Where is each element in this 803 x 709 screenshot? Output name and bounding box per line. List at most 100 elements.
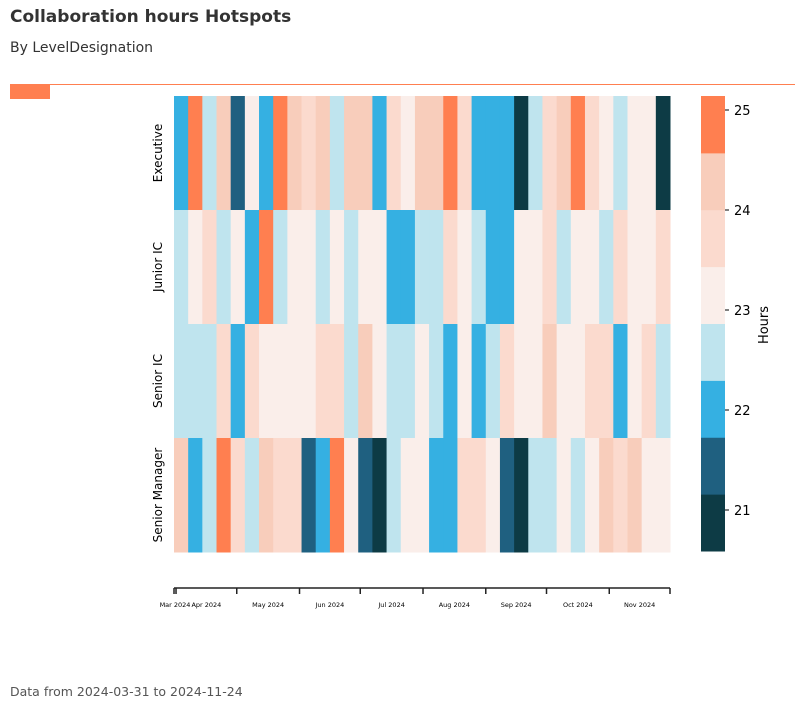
heatmap-cell xyxy=(499,438,515,553)
heatmap-cell xyxy=(174,210,189,325)
heatmap-cell xyxy=(273,438,288,553)
heatmap-cell xyxy=(315,96,331,211)
colorbar-segment xyxy=(701,323,725,381)
heatmap-cell xyxy=(570,438,586,553)
heatmap-cell xyxy=(429,210,444,325)
row-label: Senior Manager xyxy=(151,448,165,543)
heatmap-cell xyxy=(443,210,458,325)
heatmap-cell xyxy=(613,438,628,553)
heatmap-cell xyxy=(386,210,402,325)
heatmap-cell xyxy=(471,96,487,211)
heatmap-cell xyxy=(443,324,458,439)
heatmap-cell xyxy=(627,324,643,439)
heatmap-cell xyxy=(315,210,331,325)
row-label: Executive xyxy=(151,124,165,182)
colorbar-tick-label: 21 xyxy=(734,504,751,519)
heatmap-cell xyxy=(372,324,388,439)
heatmap-cell xyxy=(443,438,458,553)
heatmap-cell xyxy=(556,96,572,211)
colorbar-segment xyxy=(701,494,725,552)
heatmap-cell xyxy=(216,438,232,553)
colorbar-tick-label: 23 xyxy=(734,304,751,319)
heatmap-cell xyxy=(202,96,218,211)
heatmap-cell xyxy=(542,96,558,211)
heatmap-cell xyxy=(514,324,529,439)
heatmap-cell xyxy=(329,210,345,325)
heatmap-cell xyxy=(485,438,501,553)
x-tick-label: Mar 2024 xyxy=(160,601,191,609)
heatmap-cell xyxy=(542,324,558,439)
colorbar-tick-label: 25 xyxy=(734,104,751,119)
heatmap-cell xyxy=(244,96,260,211)
heatmap-cell xyxy=(655,210,671,325)
header-divider xyxy=(10,84,795,85)
x-tick-label: Apr 2024 xyxy=(191,601,221,609)
heatmap-cell xyxy=(641,96,657,211)
x-tick-label: Jun 2024 xyxy=(315,601,345,609)
heatmap-cell xyxy=(244,438,260,553)
heatmap-cell xyxy=(358,438,373,553)
colorbar-tick-label: 24 xyxy=(734,204,751,219)
heatmap-cell xyxy=(358,96,373,211)
heatmap-cell xyxy=(655,96,671,211)
heatmap-cell xyxy=(542,210,558,325)
heatmap-cell xyxy=(528,96,543,211)
heatmap-cell xyxy=(414,438,430,553)
heatmap-cell xyxy=(528,324,543,439)
heatmap-cell xyxy=(599,96,614,211)
heatmap-cell xyxy=(599,438,614,553)
heatmap-cell xyxy=(414,96,430,211)
heatmap-cell xyxy=(514,438,529,553)
heatmap-cell xyxy=(259,96,274,211)
heatmap-cell xyxy=(329,438,345,553)
heatmap-cell xyxy=(627,96,643,211)
heatmap-cell xyxy=(230,324,246,439)
heatmap-cell xyxy=(485,324,501,439)
heatmap-cell xyxy=(188,96,203,211)
x-tick-label: Nov 2024 xyxy=(624,601,655,609)
colorbar-segment xyxy=(701,96,725,154)
heatmap-cell xyxy=(259,438,274,553)
heatmap-cell xyxy=(287,324,303,439)
x-tick-label: Aug 2024 xyxy=(439,601,470,609)
heatmap-cell xyxy=(414,324,430,439)
x-tick-label: Oct 2024 xyxy=(563,601,593,609)
heatmap-cell xyxy=(570,210,586,325)
x-tick-label: May 2024 xyxy=(252,601,284,609)
heatmap-cell xyxy=(344,210,359,325)
heatmap-cell xyxy=(443,96,458,211)
heatmap-cell xyxy=(429,324,444,439)
heatmap-cell xyxy=(301,96,317,211)
heatmap-cell xyxy=(273,324,288,439)
heatmap-cell xyxy=(273,210,288,325)
heatmap-cell xyxy=(344,324,359,439)
heatmap-cell xyxy=(457,438,473,553)
heatmap-cell xyxy=(400,210,416,325)
heatmap-cell xyxy=(400,96,416,211)
x-tick-label: Sep 2024 xyxy=(501,601,532,609)
heatmap-cell xyxy=(202,438,218,553)
colorbar-segment xyxy=(701,380,725,438)
heatmap-cell xyxy=(627,438,643,553)
heatmap-cell xyxy=(287,438,303,553)
heatmap-cell xyxy=(457,96,473,211)
heatmap-cell xyxy=(216,210,232,325)
heatmap-cell xyxy=(655,438,671,553)
heatmap-cell xyxy=(315,324,331,439)
heatmap-cell xyxy=(386,324,402,439)
heatmap-cell xyxy=(599,210,614,325)
heatmap-cell xyxy=(584,210,600,325)
heatmap-cell xyxy=(471,324,487,439)
heatmap-cell xyxy=(485,210,501,325)
heatmap-cell xyxy=(174,96,189,211)
heatmap-cell xyxy=(259,324,274,439)
heatmap-cell xyxy=(570,96,586,211)
accent-block xyxy=(10,84,50,99)
heatmap-cell xyxy=(188,438,203,553)
heatmap-cell xyxy=(244,324,260,439)
heatmap-cell xyxy=(499,210,515,325)
heatmap-cell xyxy=(301,210,317,325)
heatmap-cell xyxy=(386,96,402,211)
heatmap-cell xyxy=(528,210,543,325)
